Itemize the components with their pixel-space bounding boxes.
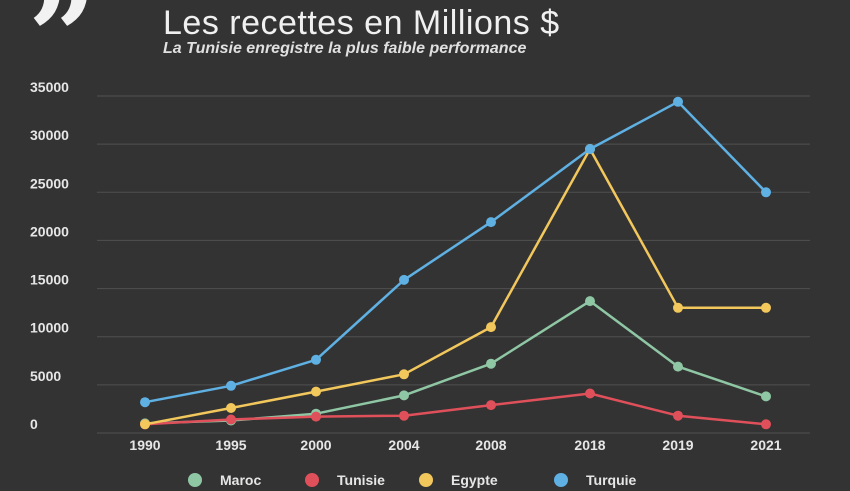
y-tick-label: 30000	[30, 127, 69, 143]
data-point	[311, 354, 321, 365]
legend-swatch	[419, 473, 433, 487]
x-tick-label: 1990	[129, 437, 160, 453]
y-tick-label: 35000	[30, 79, 69, 95]
data-point	[399, 274, 409, 285]
y-tick-label: 15000	[30, 272, 69, 288]
series-tunisie	[140, 388, 771, 430]
data-point	[673, 410, 683, 421]
data-point	[140, 419, 150, 430]
legend-label: Maroc	[220, 472, 261, 488]
data-point	[140, 397, 150, 408]
series-line	[144, 100, 767, 404]
series-line	[144, 147, 766, 426]
legend-label: Tunisie	[337, 472, 385, 488]
quote-icon: ”	[28, 0, 98, 108]
legend-item-maroc: Maroc	[188, 472, 261, 488]
data-point	[585, 144, 595, 154]
legend-label: Turquie	[586, 472, 637, 488]
data-point	[486, 358, 496, 369]
legend-item-egypte: Egypte	[419, 472, 498, 488]
data-point	[585, 388, 595, 399]
data-point	[226, 403, 236, 413]
data-point	[673, 302, 683, 313]
data-point	[761, 391, 771, 402]
data-point	[761, 302, 771, 313]
legend-swatch	[188, 473, 202, 487]
data-point	[673, 96, 683, 107]
data-point	[226, 380, 236, 391]
series-line	[144, 392, 767, 426]
y-tick-label: 20000	[30, 223, 69, 239]
series-turquie	[140, 96, 771, 408]
y-tick-label: 0	[30, 416, 38, 432]
data-point	[761, 187, 771, 198]
legend-swatch	[305, 473, 319, 487]
x-axis-ticks: 1990 1995 2000 2004 2008 2018 2019 2021	[129, 437, 781, 453]
legend-item-tunisie: Tunisie	[305, 472, 385, 488]
data-point	[761, 419, 771, 430]
legend: Maroc Tunisie Egypte Turquie	[188, 472, 637, 488]
series-lines	[140, 96, 771, 430]
y-axis-ticks: 0 5000 10000 15000 20000 25000 30000 35000	[30, 79, 69, 432]
legend-item-turquie: Turquie	[554, 472, 637, 488]
y-tick-label: 5000	[30, 368, 61, 384]
gridlines	[97, 95, 810, 434]
x-tick-label: 2004	[388, 437, 419, 453]
x-tick-label: 2019	[662, 437, 693, 453]
x-tick-label: 1995	[215, 437, 246, 453]
data-point	[585, 296, 595, 307]
legend-swatch	[554, 473, 568, 487]
data-point	[399, 369, 409, 380]
x-tick-label: 2018	[574, 437, 605, 453]
data-point	[673, 361, 683, 372]
y-tick-label: 10000	[30, 320, 69, 336]
chart-subtitle: La Tunisie enregistre la plus faible per…	[163, 40, 527, 57]
data-point	[486, 322, 496, 333]
x-tick-label: 2021	[750, 437, 781, 453]
series-egypte	[140, 144, 771, 430]
x-tick-label: 2008	[475, 437, 506, 453]
data-point	[226, 414, 236, 425]
series-line	[144, 299, 767, 425]
legend-label: Egypte	[451, 472, 498, 488]
y-tick-label: 25000	[30, 175, 69, 191]
data-point	[311, 411, 321, 422]
x-tick-label: 2000	[300, 437, 331, 453]
data-point	[399, 390, 409, 401]
chart-title: Les recettes en Millions $	[163, 4, 560, 42]
data-point	[486, 400, 496, 411]
data-point	[399, 410, 409, 421]
data-point	[486, 217, 496, 228]
data-point	[311, 386, 321, 397]
